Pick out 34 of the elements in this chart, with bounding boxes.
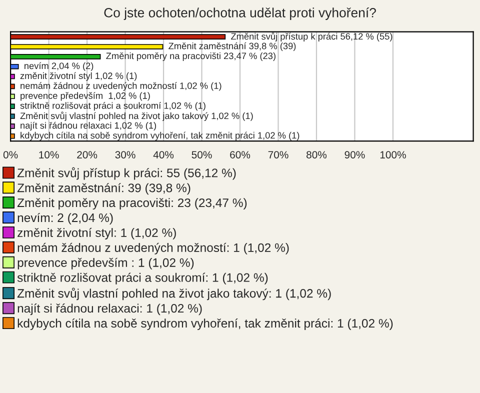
chart-title: Co jste ochoten/ochotna udělat proti vyhoření? <box>104 8 376 20</box>
data-label: prevence především 1,02 % (1) <box>20 92 150 101</box>
data-label: Změnit poměry na pracovišti 23,47 % (23) <box>106 52 276 61</box>
legend-label: změnit životní styl: 1 (1,02 %) <box>18 228 176 240</box>
x-tick-label: 60% <box>230 151 250 158</box>
legend-label: striktně rozlišovat práci a soukromí: 1 (1,02 %) <box>17 272 268 284</box>
data-label: Změnit svůj přístup k práci 56,12 % (55) <box>231 32 392 42</box>
data-label: najít si řádnou relaxaci 1,02 % (1) <box>20 122 156 131</box>
data-label: Změnit zaměstnání 39,8 % (39) <box>168 42 296 52</box>
legend-label: Změnit svůj vlastní pohled na život jako takový: 1 (1,02 %) <box>17 288 331 300</box>
legend-label: nemám žádnou z uvedených možností: 1 (1,02 %) <box>18 242 289 254</box>
x-tick-label: 0% <box>3 151 18 158</box>
x-tick-label: 90% <box>344 151 365 158</box>
data-label: nemám žádnou z uvedených možností 1,02 % (1) <box>20 82 222 91</box>
legend-label: najít si řádnou relaxaci: 1 (1,02 %) <box>18 304 202 316</box>
data-label: změnit životní styl 1,02 % (1) <box>20 72 137 81</box>
data-label: kdybych cítila na sobě syndrom vyhoření, tak změnit práci 1,02 % (1) <box>20 132 300 140</box>
x-tick-label: 40% <box>153 151 174 158</box>
x-tick-label: 100% <box>380 151 406 158</box>
data-label: nevím 2,04 % (2) <box>24 62 94 71</box>
legend-label: Změnit poměry na pracovišti: 23 (23,47 %) <box>17 198 247 210</box>
legend-label: Změnit zaměstnání: 39 (39,8 %) <box>17 183 190 195</box>
legend-label: Změnit svůj přístup k práci: 55 (56,12 %) <box>17 167 236 180</box>
x-tick-label: 10% <box>39 151 59 158</box>
x-tick-label: 20% <box>77 151 98 158</box>
legend-label: prevence především : 1 (1,02 %) <box>18 258 194 270</box>
legend-label: nevím: 2 (2,04 %) <box>18 212 113 224</box>
x-tick-label: 50% <box>192 151 212 158</box>
x-tick-label: 30% <box>115 151 136 158</box>
data-label: Změnit svůj vlastní pohled na život jako takový 1,02 % (1) <box>20 112 253 121</box>
legend-label: kdybych cítila na sobě syndrom vyhoření, tak změnit práci: 1 (1,02 %) <box>18 318 393 330</box>
data-label: striktně rozlišovat práci a soukromí 1,02 % (1) <box>20 102 206 111</box>
x-tick-label: 80% <box>306 151 327 158</box>
x-tick-label: 70% <box>268 151 288 158</box>
